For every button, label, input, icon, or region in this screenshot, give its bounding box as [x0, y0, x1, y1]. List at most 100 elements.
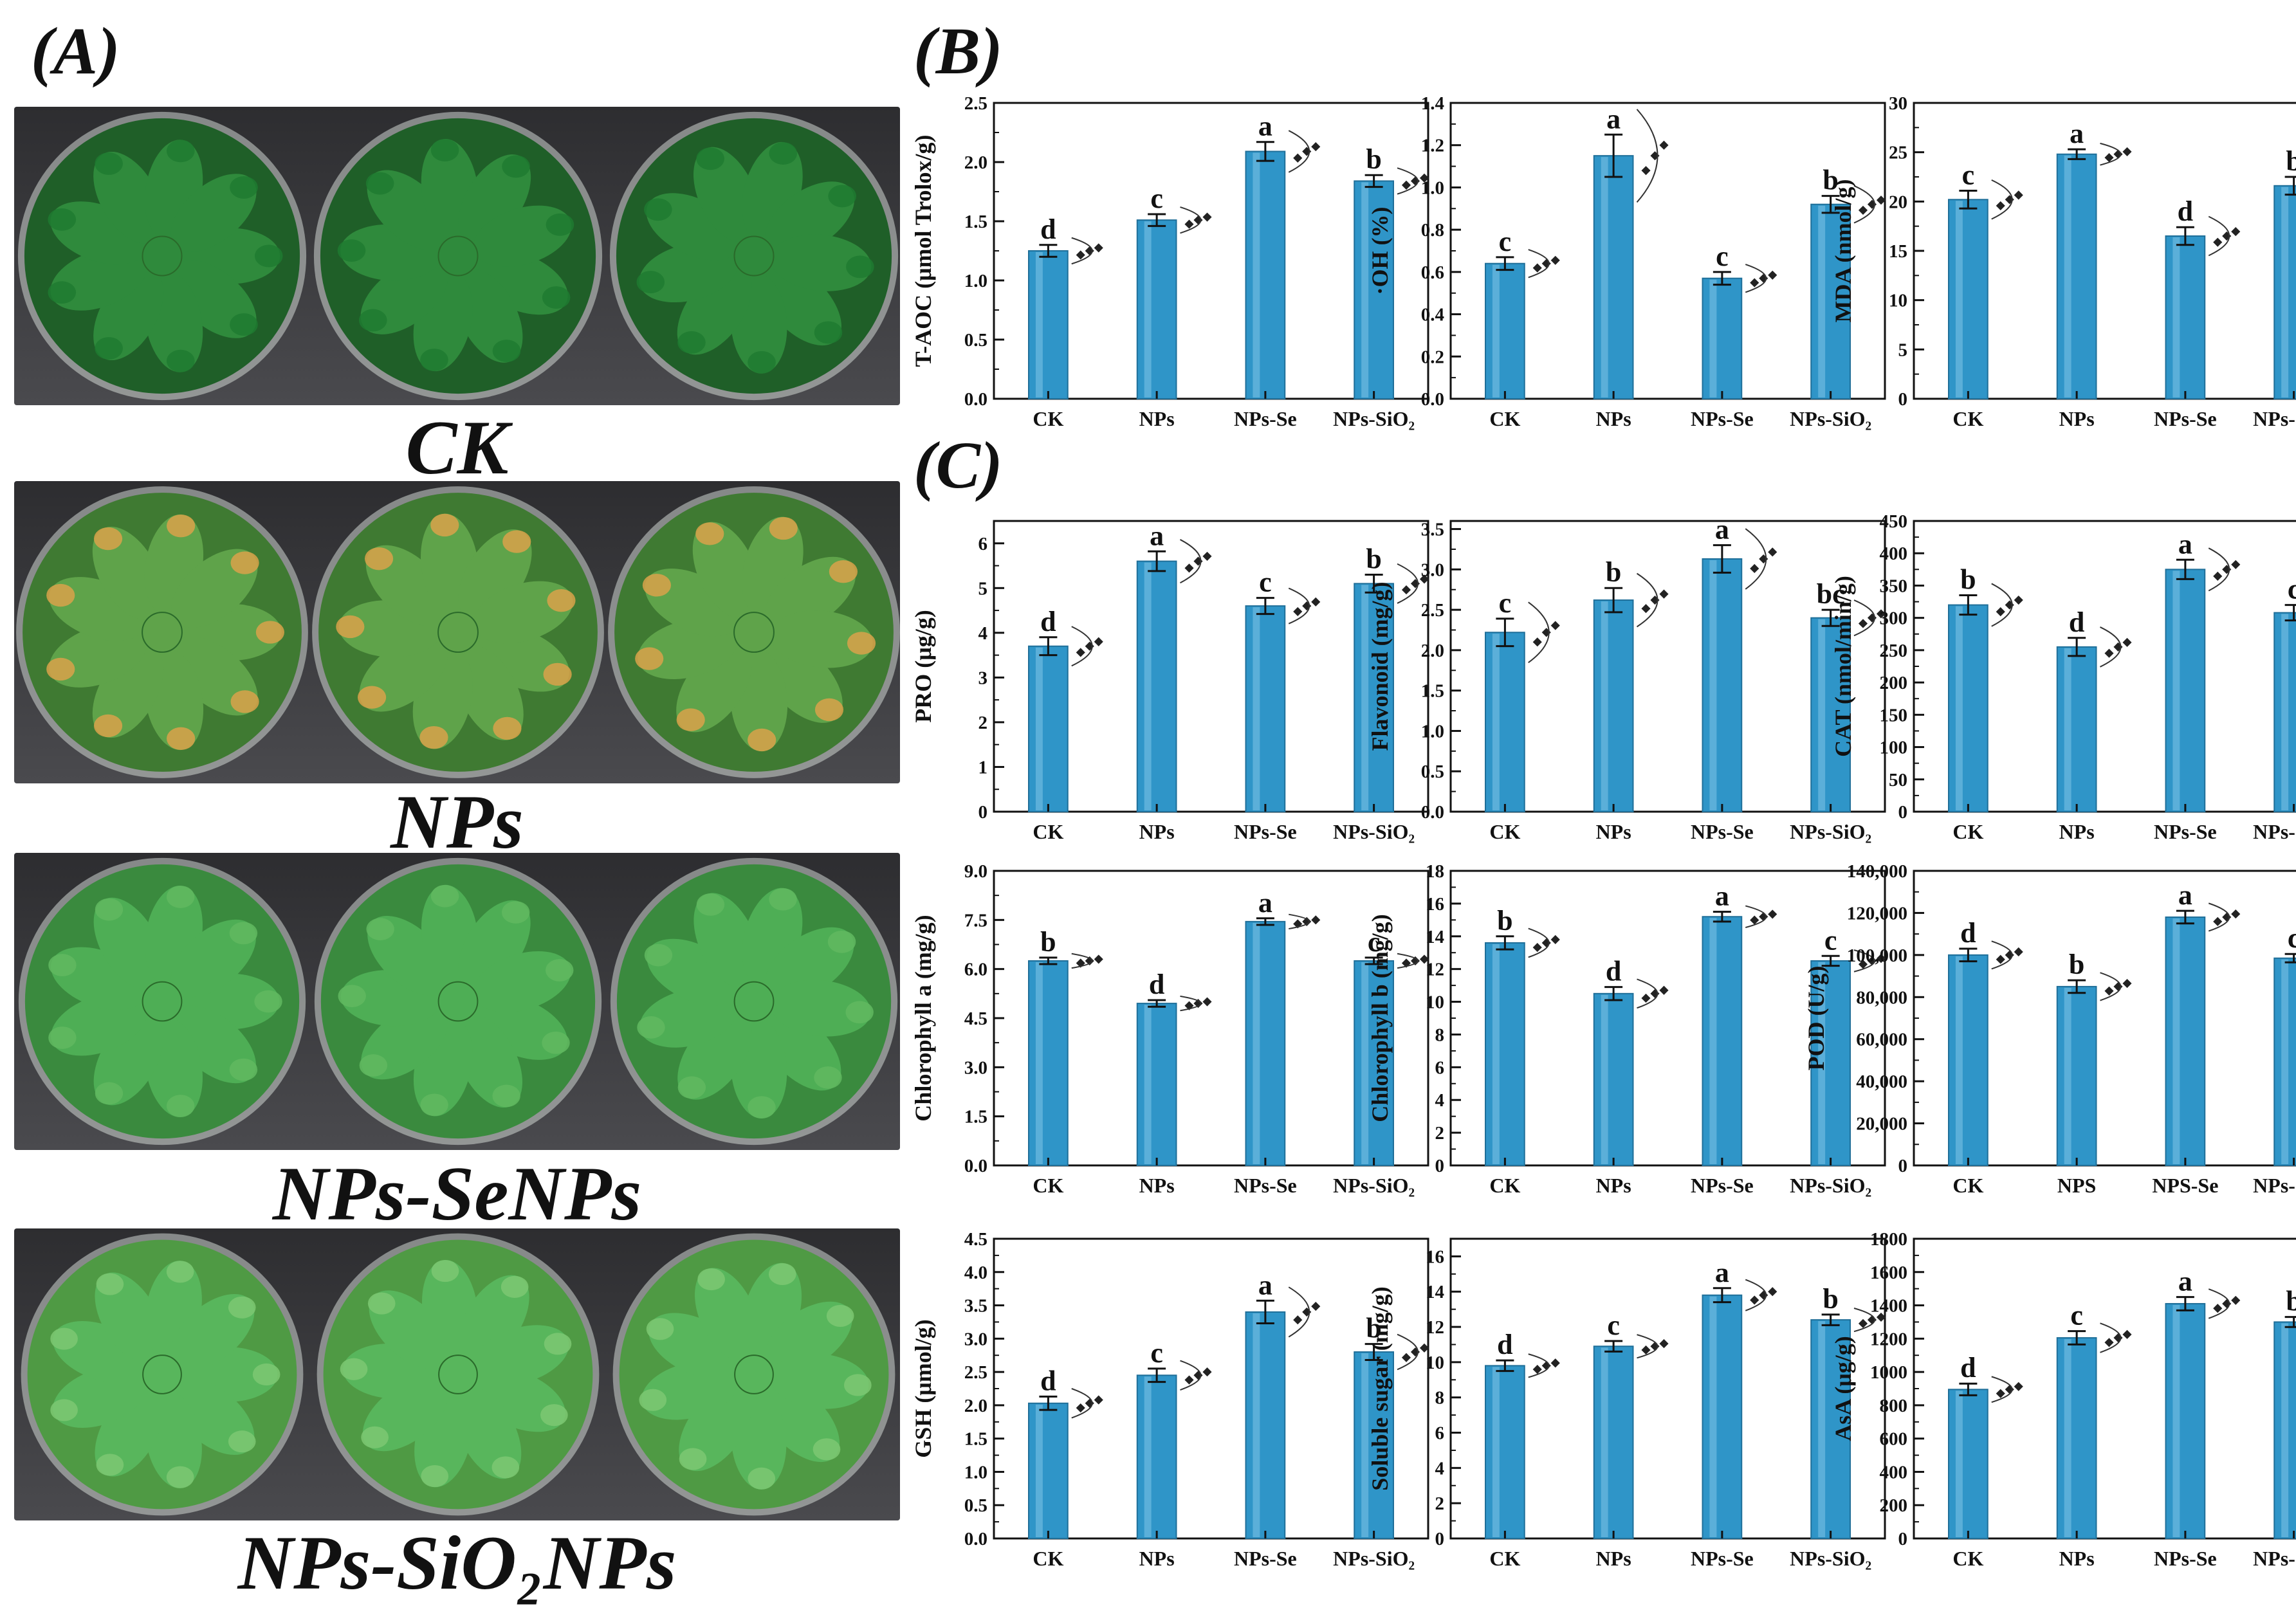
bar-highlight	[1035, 252, 1043, 397]
x-tick-label: NPs-SiO₂	[1333, 820, 1415, 843]
leaf-tip	[829, 560, 858, 583]
chart-12: 0 200 400 600 800 1000 1200 1400 1600 1800 AsA (μg…	[1830, 1229, 2296, 1570]
y-tick-label: 12	[1426, 960, 1444, 980]
y-tick-label: 0.8	[1421, 220, 1444, 241]
bar-1	[1028, 645, 1069, 812]
data-point	[1550, 621, 1560, 630]
y-tick-label: 300	[1880, 608, 1908, 629]
x-tick-label: NPs	[1139, 820, 1175, 843]
y-axis-label: CAT (nmol/min/g)	[1830, 576, 1856, 757]
significance-letter: b	[1366, 1313, 1381, 1344]
y-tick-label: 4	[1435, 1090, 1445, 1111]
x-tick-label: NPs-Se	[2154, 1547, 2217, 1570]
data-point	[1293, 607, 1303, 616]
data-point	[2213, 237, 2223, 247]
significance-letter: b	[1366, 143, 1381, 175]
leaf-tip	[814, 698, 844, 722]
data-point	[1641, 604, 1651, 614]
data-point	[1076, 250, 1085, 260]
chart-6: 0 50 100 150 200 250 300 350 400 450 CAT (nmol/min…	[1830, 511, 2296, 843]
leaf-tip	[646, 1318, 674, 1340]
bar-4	[1354, 960, 1394, 1166]
x-tick-label: NPs	[2059, 1547, 2095, 1570]
leaf-tip	[430, 884, 459, 908]
significance-letter: b	[1497, 905, 1512, 936]
y-tick-label: 1.2	[1421, 136, 1444, 156]
bar-3	[1702, 558, 1743, 812]
y-tick-label: 0.2	[1421, 347, 1444, 367]
leaf-tip	[361, 1426, 389, 1448]
y-tick-label: 40,000	[1856, 1072, 1907, 1092]
y-tick-label: 4.5	[964, 1229, 987, 1250]
data-point	[2104, 986, 2114, 996]
y-tick-label: 2.0	[964, 152, 987, 173]
leaf-tip	[96, 1454, 124, 1476]
y-tick-label: 50	[1889, 770, 1907, 790]
leaf-tip	[845, 1001, 874, 1024]
plant-center	[142, 235, 183, 277]
significance-letter: a	[2178, 1266, 2192, 1297]
distribution-curve	[1991, 940, 2013, 970]
leaf-tip	[95, 152, 123, 175]
bar-highlight	[1601, 994, 1608, 1164]
leaf-tip	[544, 1333, 572, 1355]
leaf-tip	[501, 901, 530, 924]
bar-highlight	[1361, 962, 1369, 1164]
bar-highlight	[1492, 1367, 1500, 1537]
bar-3	[2165, 916, 2206, 1166]
y-tick-label: 3.0	[1421, 560, 1444, 580]
y-tick-label: 30	[1889, 93, 1907, 114]
y-tick-label: 16	[1426, 1246, 1444, 1267]
distribution-curve	[1636, 572, 1658, 628]
bar-highlight	[1144, 1005, 1152, 1164]
chart-7: 0.0 1.5 3.0 4.5 6.0 7.5 9.0 Chlorophyll a (mg/g…	[910, 861, 1429, 1197]
distribution-curve	[2100, 1322, 2122, 1353]
x-tick-label: NPs-SiO₂	[1790, 407, 1871, 430]
distribution-curve	[1745, 905, 1767, 929]
bar-1	[1948, 199, 1988, 399]
pot	[17, 111, 307, 401]
bar-highlight	[2064, 1339, 2071, 1537]
y-tick-label: 6	[1435, 1057, 1445, 1078]
bar-highlight	[1144, 1376, 1152, 1537]
bar-highlight	[1955, 201, 1963, 397]
pot	[313, 111, 603, 401]
bar-highlight	[1361, 1353, 1369, 1537]
bar-highlight	[2064, 648, 2071, 810]
chart-8: 0 2 4 6 8 10 12 14 16 18 Chlorophyll b (mg/g) b CK d N…	[1367, 861, 1886, 1197]
caption-ck: CK	[405, 405, 509, 490]
bar-1	[1485, 632, 1525, 812]
leaf-tip	[697, 1268, 725, 1291]
y-tick-label: 250	[1880, 641, 1908, 661]
y-tick-label: 0	[978, 802, 988, 823]
x-tick-label: NPs-Se	[2154, 820, 2217, 843]
plot-frame	[993, 520, 1429, 813]
leaf-tip	[542, 286, 571, 309]
significance-letter: b	[1823, 165, 1838, 196]
bar-highlight	[1492, 944, 1500, 1164]
y-tick-label: 200	[1880, 673, 1908, 693]
data-point	[1532, 263, 1542, 273]
x-tick-label: NPs-SiO₂	[2253, 1174, 2296, 1197]
leaf-tip	[814, 321, 843, 344]
leaf-tip	[229, 1058, 258, 1081]
x-tick-label: NPs-SiO₂	[2253, 1547, 2296, 1570]
distribution-curve	[1636, 109, 1658, 203]
leaf-tip	[843, 1374, 872, 1396]
data-point	[1094, 243, 1103, 253]
y-tick-label: 200	[1880, 1495, 1908, 1516]
significance-letter: b	[1960, 564, 1976, 596]
distribution-curve	[1991, 583, 2013, 627]
distribution-curve	[1071, 953, 1093, 969]
leaf-tip	[769, 142, 798, 165]
plant-center	[734, 1355, 774, 1394]
bar-3	[2165, 1302, 2206, 1539]
y-tick-label: 7.5	[964, 910, 987, 931]
data-point	[1401, 585, 1411, 595]
data-point	[2231, 909, 2241, 919]
bar-2	[2056, 646, 2097, 812]
significance-letter: c	[2070, 1300, 2083, 1331]
distribution-curve	[1528, 927, 1550, 958]
significance-letter: d	[1149, 969, 1164, 1000]
y-tick-label: 1400	[1870, 1296, 1907, 1317]
